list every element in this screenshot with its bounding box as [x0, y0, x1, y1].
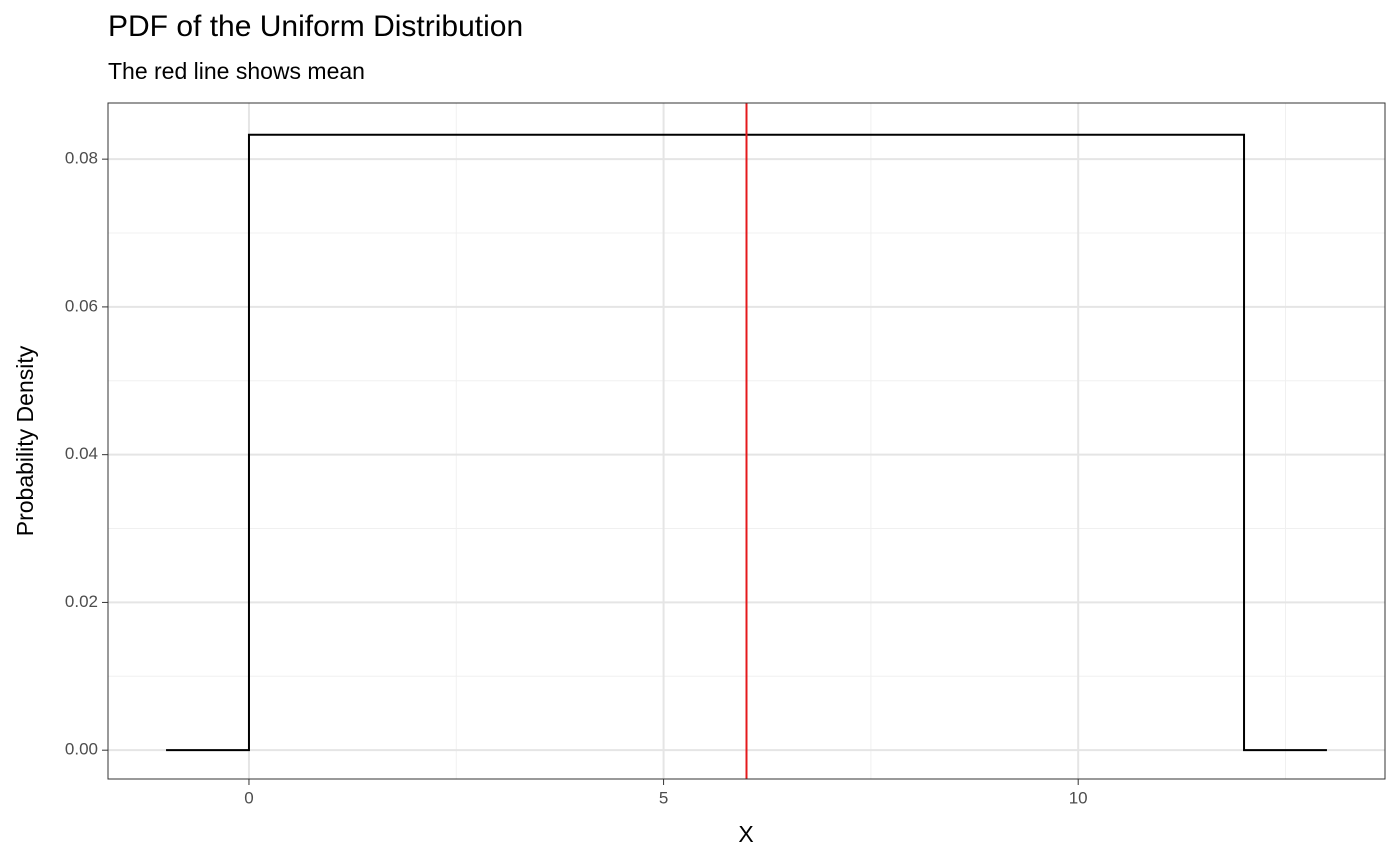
y-tick-label: 0.00: [65, 740, 98, 759]
y-tick-label: 0.02: [65, 592, 98, 611]
y-tick-label: 0.04: [65, 444, 98, 463]
chart-subtitle: The red line shows mean: [108, 58, 365, 84]
y-axis-label: Probability Density: [12, 345, 38, 536]
y-tick-label: 0.08: [65, 149, 98, 168]
x-tick-label: 0: [244, 788, 253, 807]
panel-border: [107, 102, 1386, 780]
chart-title: PDF of the Uniform Distribution: [108, 10, 523, 43]
x-tick-label: 5: [659, 788, 668, 807]
x-axis-label: X: [738, 821, 753, 847]
y-tick-label: 0.06: [65, 296, 98, 315]
x-tick-label: 10: [1069, 788, 1088, 807]
